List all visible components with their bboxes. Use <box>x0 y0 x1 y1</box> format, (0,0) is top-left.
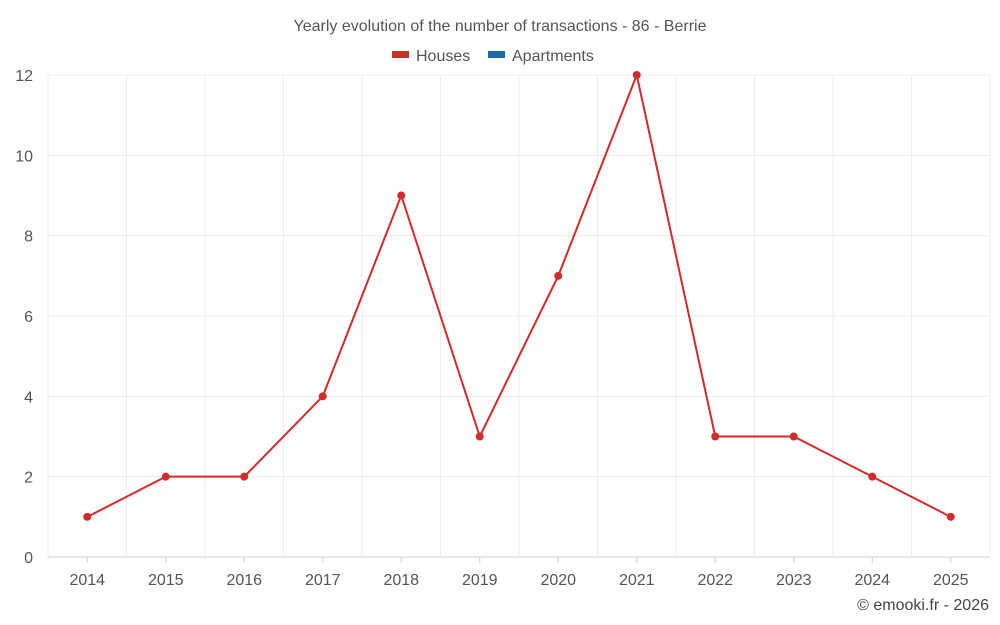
data-point-houses-2014[interactable] <box>83 512 92 521</box>
x-tick-label: 2022 <box>697 572 733 589</box>
x-tick-label: 2019 <box>462 572 498 589</box>
x-tick-label: 2016 <box>226 572 262 589</box>
x-tick-label: 2018 <box>383 572 419 589</box>
data-point-houses-2025[interactable] <box>946 512 955 521</box>
x-axis: 2014 2015 2016 2017 2018 2019 2020 2021 2022 2023… <box>69 557 969 589</box>
grid <box>47 74 991 558</box>
data-point-houses-2016[interactable] <box>240 472 249 481</box>
y-axis: 0 2 4 6 8 10 12 <box>15 68 33 567</box>
data-point-houses-2020[interactable] <box>554 271 563 280</box>
y-tick-label: 10 <box>15 148 33 165</box>
series-houses <box>83 71 955 521</box>
data-point-houses-2015[interactable] <box>161 472 170 481</box>
x-tick-label: 2020 <box>540 572 576 589</box>
x-tick-label: 2017 <box>305 572 341 589</box>
credit-text: © emooki.fr - 2026 <box>857 597 989 614</box>
data-point-houses-2021[interactable] <box>632 71 641 79</box>
x-tick-label: 2025 <box>933 572 969 589</box>
x-tick-label: 2024 <box>854 572 890 589</box>
legend: Houses Apartments <box>392 48 594 65</box>
chart-title: Yearly evolution of the number of transa… <box>294 18 707 35</box>
x-tick-label: 2021 <box>619 572 655 589</box>
data-point-houses-2023[interactable] <box>789 432 798 441</box>
x-tick-label: 2023 <box>776 572 812 589</box>
y-tick-label: 4 <box>24 389 33 406</box>
data-point-houses-2018[interactable] <box>397 191 406 200</box>
data-point-houses-2019[interactable] <box>475 432 484 441</box>
y-tick-label: 8 <box>24 229 33 246</box>
y-tick-label: 6 <box>24 309 33 326</box>
data-point-houses-2017[interactable] <box>318 392 327 401</box>
legend-swatch-houses <box>392 51 409 58</box>
y-tick-label: 2 <box>24 470 33 487</box>
legend-label-apartments[interactable]: Apartments <box>512 48 594 65</box>
legend-swatch-apartments <box>488 51 505 58</box>
data-point-houses-2024[interactable] <box>868 472 877 481</box>
y-tick-label: 12 <box>15 68 33 85</box>
series-line-houses <box>86 74 952 518</box>
x-tick-label: 2015 <box>148 572 184 589</box>
x-tick-label: 2014 <box>69 572 105 589</box>
legend-label-houses[interactable]: Houses <box>416 48 470 65</box>
data-point-houses-2022[interactable] <box>711 432 720 441</box>
y-tick-label: 0 <box>24 550 33 567</box>
